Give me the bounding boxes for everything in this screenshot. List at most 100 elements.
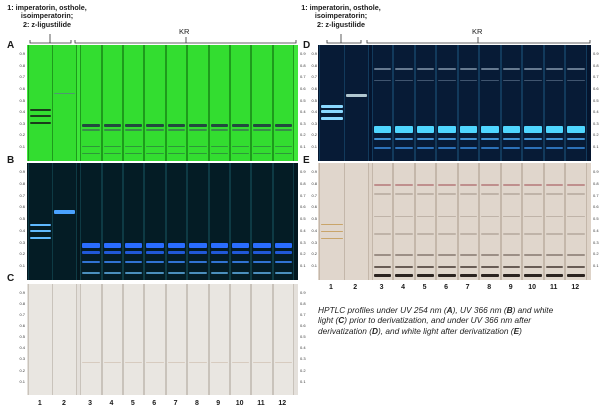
chromatographic-band [82,361,100,363]
chromatographic-band [373,193,392,195]
chromatographic-band [210,271,228,274]
chromatographic-band [438,184,456,187]
chromatographic-band [524,79,542,82]
rf-tick-label: 0.4 [311,227,317,233]
chromatographic-band [545,184,564,187]
plate-lane [80,284,102,395]
chromatographic-band [524,254,542,256]
chromatographic-band [416,184,435,187]
chromatographic-band [481,193,499,195]
chromatographic-band [416,233,435,235]
chromatographic-band [103,145,122,148]
plate-lane [208,284,230,395]
chromatographic-band [373,254,392,256]
standards-line-2: isoimperatorin; [20,11,74,21]
plate-lane [28,163,54,280]
plate-lane [123,45,145,161]
plate-lane [479,45,501,161]
chromatographic-band [253,361,271,363]
chromatographic-band [545,68,564,71]
chromatographic-band [321,109,343,113]
rf-tick-label: 0.5 [311,216,317,222]
chromatographic-band [189,250,207,254]
lane-number: 4 [109,400,114,407]
lane-number: 12 [571,284,580,291]
chromatographic-band [167,261,186,264]
rf-tick-label: 0.8 [311,62,317,68]
rf-tick-label: 0.1 [311,144,317,150]
chromatographic-band [30,114,52,117]
rf-tick-label: 0.1 [311,262,317,268]
chromatographic-band [567,147,585,150]
chromatographic-band [545,147,564,150]
plate-lane [371,163,394,280]
plate-lane [80,163,102,280]
chromatographic-band [459,215,478,218]
chromatographic-band [82,152,100,155]
rf-tick-label: 0.5 [311,97,317,103]
chromatographic-band [30,121,52,124]
chromatographic-band [146,128,164,131]
chromatographic-band [125,128,143,131]
chromatographic-band [459,233,478,235]
chromatographic-band [210,152,228,155]
plate-lane [436,163,458,280]
chromatographic-band [416,68,435,71]
plate-lane [565,45,587,161]
chromatographic-band [103,152,122,155]
standards-line-2: isoimperatorin; [314,11,368,21]
chromatographic-band [103,271,122,274]
chromatographic-band [54,92,76,95]
chromatographic-band [274,242,292,248]
chromatographic-band [321,105,343,109]
plate-lane [343,45,369,161]
chromatographic-band [167,242,186,248]
chromatographic-band [416,265,435,268]
rf-tick-label: 0.7 [300,312,306,318]
chromatographic-band [545,265,564,268]
plate-lane [187,163,209,280]
plate-lane [251,163,273,280]
chromatographic-band [82,271,100,274]
chromatographic-band [502,254,521,256]
chromatographic-band [82,145,100,148]
plate-lane [52,163,78,280]
lane-number: 7 [173,400,178,407]
chromatographic-band [54,209,76,214]
plate-lane [229,284,252,395]
rf-tick-label: 0.9 [311,169,317,175]
chromatographic-band [438,274,456,278]
rf-tick-label: 0.5 [300,97,306,103]
chromatographic-band [274,152,292,155]
plate-lane [165,284,188,395]
chromatographic-band [189,123,207,127]
lane-number: 3 [379,284,384,291]
chromatographic-band [395,147,413,150]
rf-tick-label: 0.8 [19,300,25,306]
chromatographic-band [524,215,542,218]
chromatographic-band [321,237,343,240]
chromatographic-band [524,126,542,134]
plate-lane [144,284,166,395]
rf-tick-label: 0.8 [593,62,599,68]
plate-lane [123,163,145,280]
rf-tick-label: 0.2 [19,367,25,373]
rf-tick-label: 0.9 [300,169,306,175]
rf-tick-label: 0.3 [593,120,599,126]
plate-lane [144,45,166,161]
chromatographic-band [103,242,122,248]
chromatographic-band [167,361,186,363]
kr-group-label-left: KR [179,27,190,36]
rf-tick-label: 0.4 [311,109,317,115]
plate-lane [436,45,458,161]
chromatographic-band [459,68,478,71]
chromatographic-band [567,215,585,218]
chromatographic-band [231,128,250,131]
plate-lane [522,163,544,280]
rf-tick-label: 0.7 [300,74,306,80]
standards-header-left: 1: imperatorin, osthole, isoimperatorin;… [4,3,90,29]
plate-lane [187,45,209,161]
chromatographic-band [373,137,392,140]
rf-tick-label: 0.9 [593,169,599,175]
chromatographic-band [459,193,478,195]
